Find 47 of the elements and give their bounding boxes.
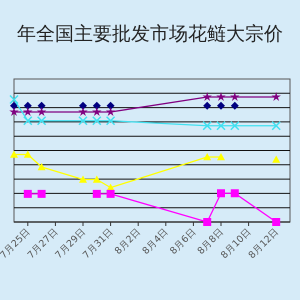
point	[38, 163, 46, 170]
point	[272, 218, 280, 226]
point	[230, 92, 240, 102]
x-tick-label: 8月6日	[168, 226, 199, 257]
point	[9, 94, 19, 104]
point	[272, 156, 280, 163]
point	[78, 116, 88, 126]
point	[24, 102, 32, 110]
point	[106, 190, 115, 198]
point	[230, 102, 239, 110]
point	[202, 121, 212, 130]
point	[230, 189, 239, 198]
point	[203, 218, 212, 226]
point	[36, 107, 46, 116]
point	[217, 102, 225, 110]
point	[38, 190, 46, 198]
point	[79, 176, 87, 183]
point	[203, 102, 212, 110]
point	[24, 150, 32, 158]
point	[217, 153, 225, 160]
point	[10, 102, 18, 110]
point	[202, 92, 212, 102]
point	[271, 92, 281, 102]
point	[216, 121, 226, 130]
point	[106, 116, 116, 126]
point	[203, 153, 212, 160]
point	[23, 107, 33, 116]
point	[24, 190, 32, 198]
point	[271, 121, 281, 130]
point	[106, 102, 115, 110]
point	[78, 107, 88, 116]
point	[38, 102, 46, 110]
point	[216, 92, 226, 102]
point	[92, 190, 101, 198]
point	[79, 102, 87, 110]
point	[92, 102, 101, 110]
point	[92, 107, 102, 116]
point	[36, 116, 46, 126]
point	[10, 150, 18, 158]
point	[92, 176, 101, 183]
point	[23, 116, 33, 126]
point	[230, 121, 240, 130]
chart-title: 年全国主要批发市场花鲢大宗价	[17, 23, 283, 45]
point	[106, 107, 116, 116]
point	[217, 189, 225, 198]
point	[9, 107, 19, 116]
point	[92, 116, 102, 126]
